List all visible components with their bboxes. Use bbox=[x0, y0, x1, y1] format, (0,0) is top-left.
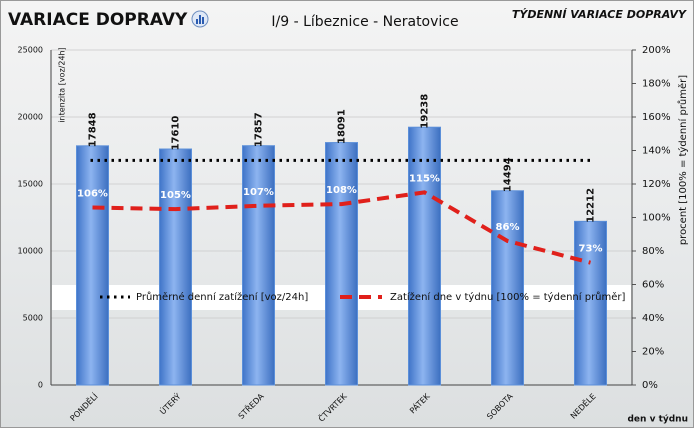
y-axis-label: intenzita [voz/24h] bbox=[58, 47, 67, 122]
bar-value-label: 12212 bbox=[586, 188, 597, 223]
legend-label: Průměrné denní zatížení [voz/24h] bbox=[136, 291, 308, 303]
y-tick-label: 5000 bbox=[23, 314, 43, 323]
bar bbox=[325, 142, 358, 386]
line-value-label: 107% bbox=[243, 187, 274, 198]
line-value-label: 115% bbox=[409, 173, 440, 184]
line-value-label: 86% bbox=[496, 222, 520, 233]
y2-tick-label: 200% bbox=[642, 45, 671, 56]
y2-tick-label: 80% bbox=[642, 246, 664, 257]
y2-tick-label: 0% bbox=[642, 380, 658, 391]
y2-tick-label: 180% bbox=[642, 79, 671, 90]
icon bbox=[191, 10, 209, 28]
y-tick-label: 20000 bbox=[18, 113, 43, 122]
bar-value-label: 17848 bbox=[88, 112, 99, 147]
bar bbox=[242, 145, 275, 386]
chart-subtitle: I/9 - Líbeznice - Neratovice bbox=[271, 14, 458, 30]
bar bbox=[491, 190, 524, 386]
bar bbox=[76, 145, 109, 386]
bar-value-label: 17857 bbox=[254, 112, 265, 147]
y-tick-label: 25000 bbox=[18, 46, 43, 55]
y2-tick-label: 100% bbox=[642, 213, 671, 224]
y-tick-label: 10000 bbox=[18, 247, 43, 256]
bar bbox=[574, 220, 607, 386]
y2-tick-label: 40% bbox=[642, 313, 664, 324]
y-tick-label: 0 bbox=[38, 381, 43, 390]
bar-value-label: 17610 bbox=[171, 116, 182, 151]
y2-tick-label: 120% bbox=[642, 179, 671, 190]
y2-tick-label: 60% bbox=[642, 280, 664, 291]
bar bbox=[408, 126, 441, 386]
y2-axis-label: procent [100% = týdenní průměr] bbox=[677, 75, 689, 245]
bar-value-label: 14494 bbox=[503, 157, 514, 192]
y-tick-label: 15000 bbox=[18, 180, 43, 189]
line-value-label: 106% bbox=[77, 188, 108, 199]
bar-value-label: 19238 bbox=[420, 94, 431, 129]
bar bbox=[159, 148, 192, 386]
x-axis-label: den v týdnu bbox=[627, 415, 688, 425]
line-value-label: 73% bbox=[579, 244, 603, 255]
y2-tick-label: 160% bbox=[642, 112, 671, 123]
legend-label: Zatížení dne v týdnu [100% = týdenní prů… bbox=[390, 291, 626, 303]
line-series bbox=[92, 190, 592, 265]
line-value-label: 108% bbox=[326, 185, 357, 196]
header-right: TÝDENNÍ VARIACE DOPRAVY bbox=[512, 8, 687, 21]
chart-title: VARIACE DOPRAVY bbox=[8, 10, 188, 30]
bar-value-label: 18091 bbox=[337, 109, 348, 144]
y2-tick-label: 20% bbox=[642, 347, 664, 358]
line-value-label: 105% bbox=[160, 190, 191, 201]
y2-tick-label: 140% bbox=[642, 146, 671, 157]
